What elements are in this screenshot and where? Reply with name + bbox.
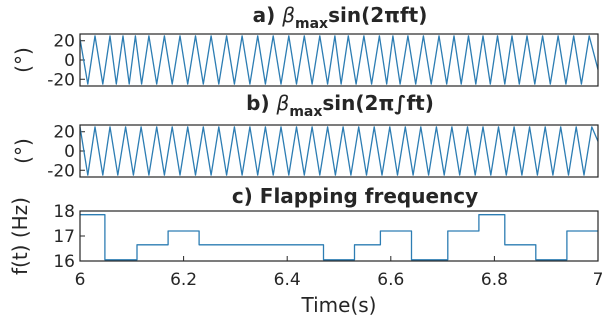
y-tick-label: 16 [53, 252, 75, 272]
x-tick-label: 6 [75, 270, 86, 290]
panel-b-y-ticks: 200-20 [47, 123, 85, 181]
x-tick-label: 6.8 [481, 270, 508, 290]
panel-c-frame [79, 210, 599, 262]
x-tick-label: 6.2 [170, 270, 197, 290]
panel-c-title: c) Flapping frequency [232, 184, 478, 208]
panel-b-ylabel: (°) [11, 138, 35, 164]
y-tick-label: 17 [53, 227, 75, 247]
panel-a: a) βmaxsin(2πft) (°) 200-20 [11, 3, 599, 90]
x-tick-label: 6.6 [377, 270, 404, 290]
panel-a-series-line [79, 35, 599, 85]
y-tick-label: -20 [47, 161, 75, 181]
panel-a-ylabel: (°) [11, 47, 35, 73]
panel-a-frame [79, 33, 599, 87]
y-tick-label: 0 [64, 142, 75, 162]
panel-c-series-line [80, 214, 598, 261]
panel-b-series-line [79, 126, 599, 176]
panel-b-frame [79, 124, 599, 178]
y-tick-label: 20 [53, 123, 75, 143]
y-tick-label: -20 [47, 70, 75, 90]
panel-c-x-ticks: 6 6.2 6.4 6.6 6.8 7 [75, 256, 602, 290]
panel-c-y-ticks: 18 17 16 [53, 202, 85, 272]
y-tick-label: 0 [64, 51, 75, 71]
panel-c: c) Flapping frequency f(t) (Hz) 18 17 16 6… [8, 184, 602, 317]
panel-b: b) βmaxsin(2π∫ft) (°) 200-20 [11, 91, 599, 181]
y-tick-label: 20 [53, 32, 75, 52]
panel-a-y-ticks: 200-20 [47, 32, 85, 90]
panel-c-xlabel: Time(s) [301, 293, 377, 317]
y-tick-label: 18 [53, 202, 75, 222]
x-tick-label: 7 [593, 270, 602, 290]
panel-a-title: a) βmaxsin(2πft) [253, 3, 428, 32]
x-tick-label: 6.4 [274, 270, 301, 290]
panel-b-title: b) βmaxsin(2π∫ft) [246, 91, 434, 120]
panel-c-ylabel: f(t) (Hz) [8, 197, 32, 275]
